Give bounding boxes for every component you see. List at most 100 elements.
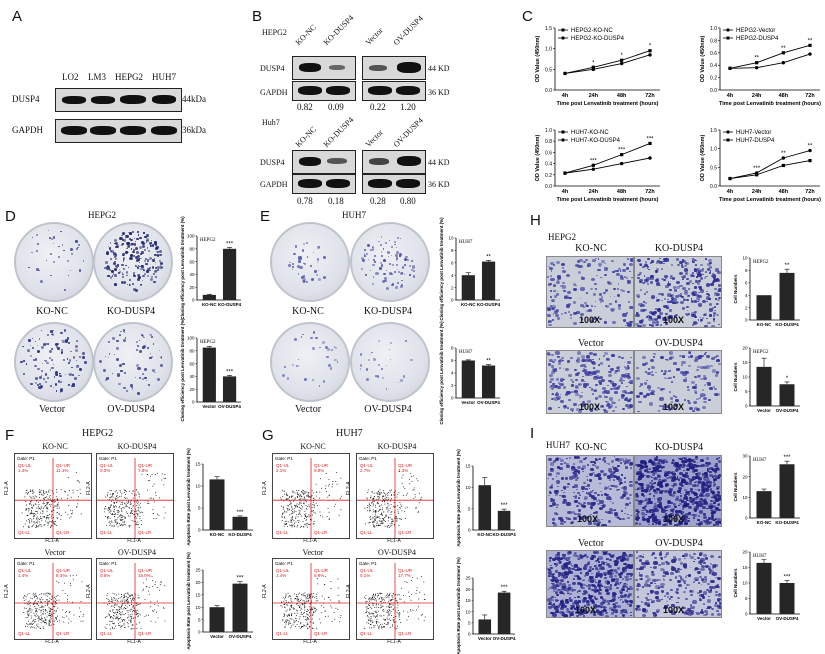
event-dot: [156, 586, 158, 588]
event-dot: [45, 623, 47, 625]
event-dot: [403, 601, 405, 603]
event-dot: [293, 619, 295, 621]
event-dot: [377, 604, 379, 606]
cell-dot: [578, 515, 584, 520]
event-dot: [66, 595, 68, 597]
event-dot: [372, 505, 374, 507]
event-dot: [31, 615, 33, 617]
event-dot: [56, 603, 58, 605]
cell-dot: [572, 467, 576, 470]
cell-dot: [700, 263, 703, 266]
event-dot: [129, 604, 131, 606]
event-dot: [133, 501, 135, 503]
cell-dot: [664, 377, 667, 379]
event-dot: [127, 614, 129, 616]
cell-dot: [698, 498, 704, 502]
colony-dot: [301, 249, 305, 252]
cell-dot: [646, 276, 651, 281]
colony-dot: [404, 257, 408, 261]
cell-dot: [674, 289, 678, 292]
colony-dot: [160, 264, 162, 267]
cell-dot: [672, 301, 676, 305]
colony-dot: [372, 259, 375, 261]
event-dot: [410, 473, 412, 475]
event-dot: [395, 594, 397, 596]
event-dot: [372, 625, 374, 627]
cell-dot: [610, 259, 614, 262]
event-dot: [290, 622, 292, 624]
event-dot: [312, 621, 314, 623]
event-dot: [384, 503, 386, 505]
event-dot: [298, 489, 300, 491]
cell-dot: [683, 264, 687, 267]
cell-dot: [712, 281, 716, 284]
event-dot: [120, 509, 122, 511]
colony-dot: [135, 237, 139, 241]
colony-dot: [36, 344, 39, 347]
colony-dot: [130, 254, 133, 257]
event-dot: [300, 598, 302, 600]
colony-dot: [103, 368, 107, 372]
cell-dot: [709, 481, 713, 485]
event-dot: [378, 519, 380, 521]
event-dot: [398, 614, 400, 616]
event-dot: [291, 614, 293, 616]
event-dot: [390, 523, 392, 525]
cell-dot: [597, 523, 600, 526]
event-dot: [40, 489, 42, 491]
event-dot: [112, 513, 114, 515]
event-dot: [54, 606, 56, 608]
cell-dot: [716, 371, 720, 374]
event-dot: [137, 513, 139, 515]
image-label: KO-DUSP4: [654, 442, 704, 453]
event-dot: [324, 584, 326, 586]
cell-dot: [547, 265, 550, 268]
cell-dot: [607, 406, 611, 409]
cell-dot: [659, 356, 664, 360]
cell-dot: [547, 307, 552, 311]
cell-dot: [646, 484, 651, 489]
event-dot: [370, 616, 372, 618]
event-dot: [111, 520, 113, 522]
cell-dot: [693, 466, 696, 469]
event-dot: [48, 491, 50, 493]
event-dot: [25, 608, 27, 610]
colony-dot: [36, 233, 39, 236]
event-dot: [390, 494, 392, 496]
colony-dot: [40, 280, 43, 283]
colony-dot: [159, 249, 163, 253]
event-dot: [124, 520, 126, 522]
event-dot: [302, 625, 304, 627]
cell-dot: [692, 258, 694, 260]
event-dot: [54, 600, 56, 602]
colony-dot: [123, 329, 126, 332]
event-dot: [412, 475, 414, 477]
cell-dot: [709, 270, 712, 272]
cell-dot: [573, 484, 579, 488]
cell-dot: [703, 394, 706, 396]
event-dot: [78, 616, 80, 618]
event-dot: [315, 495, 317, 497]
panel-label-e: E: [260, 208, 271, 225]
colony-dot: [144, 235, 148, 239]
event-dot: [41, 517, 43, 519]
event-dot: [50, 524, 52, 526]
event-dot: [296, 612, 298, 614]
quadrant-label: Q1-LL: [360, 530, 373, 535]
colony-dot: [380, 251, 382, 253]
event-dot: [42, 501, 44, 503]
event-dot: [312, 492, 314, 494]
event-dot: [55, 618, 57, 620]
event-dot: [138, 526, 140, 528]
event-dot: [376, 510, 378, 512]
colony-dot: [146, 263, 149, 266]
colony-dot: [127, 242, 130, 245]
event-dot: [417, 511, 419, 513]
event-dot: [306, 619, 308, 621]
event-dot: [315, 502, 317, 504]
cell-dot: [573, 312, 577, 315]
event-dot: [373, 627, 375, 629]
colony-dot: [58, 255, 61, 258]
cell-dot: [604, 510, 608, 513]
event-dot: [46, 496, 48, 498]
